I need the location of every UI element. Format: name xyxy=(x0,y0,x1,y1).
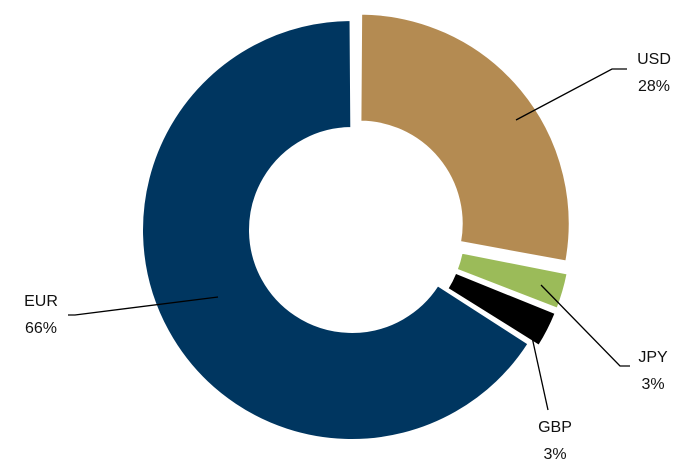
leader-line-jpy xyxy=(540,284,630,367)
label-usd-percent: 28% xyxy=(638,78,670,95)
label-usd-name: USD xyxy=(637,51,671,68)
slice-gbp xyxy=(446,271,557,348)
label-gbp-percent: 3% xyxy=(543,446,566,462)
label-eur-name: EUR xyxy=(24,293,58,310)
slice-usd xyxy=(359,12,571,263)
label-jpy-percent: 3% xyxy=(641,376,664,393)
label-jpy-name: JPY xyxy=(638,349,668,366)
label-eur-percent: 66% xyxy=(25,320,57,337)
label-gbp-name: GBP xyxy=(538,419,572,436)
leader-line-usd xyxy=(515,68,627,121)
leader-line-gbp xyxy=(529,327,549,411)
slice-eur xyxy=(141,18,530,441)
leader-lines-group xyxy=(68,68,630,411)
slice-jpy xyxy=(455,251,569,311)
leader-line-eur xyxy=(68,296,219,316)
slices-group xyxy=(141,12,571,441)
